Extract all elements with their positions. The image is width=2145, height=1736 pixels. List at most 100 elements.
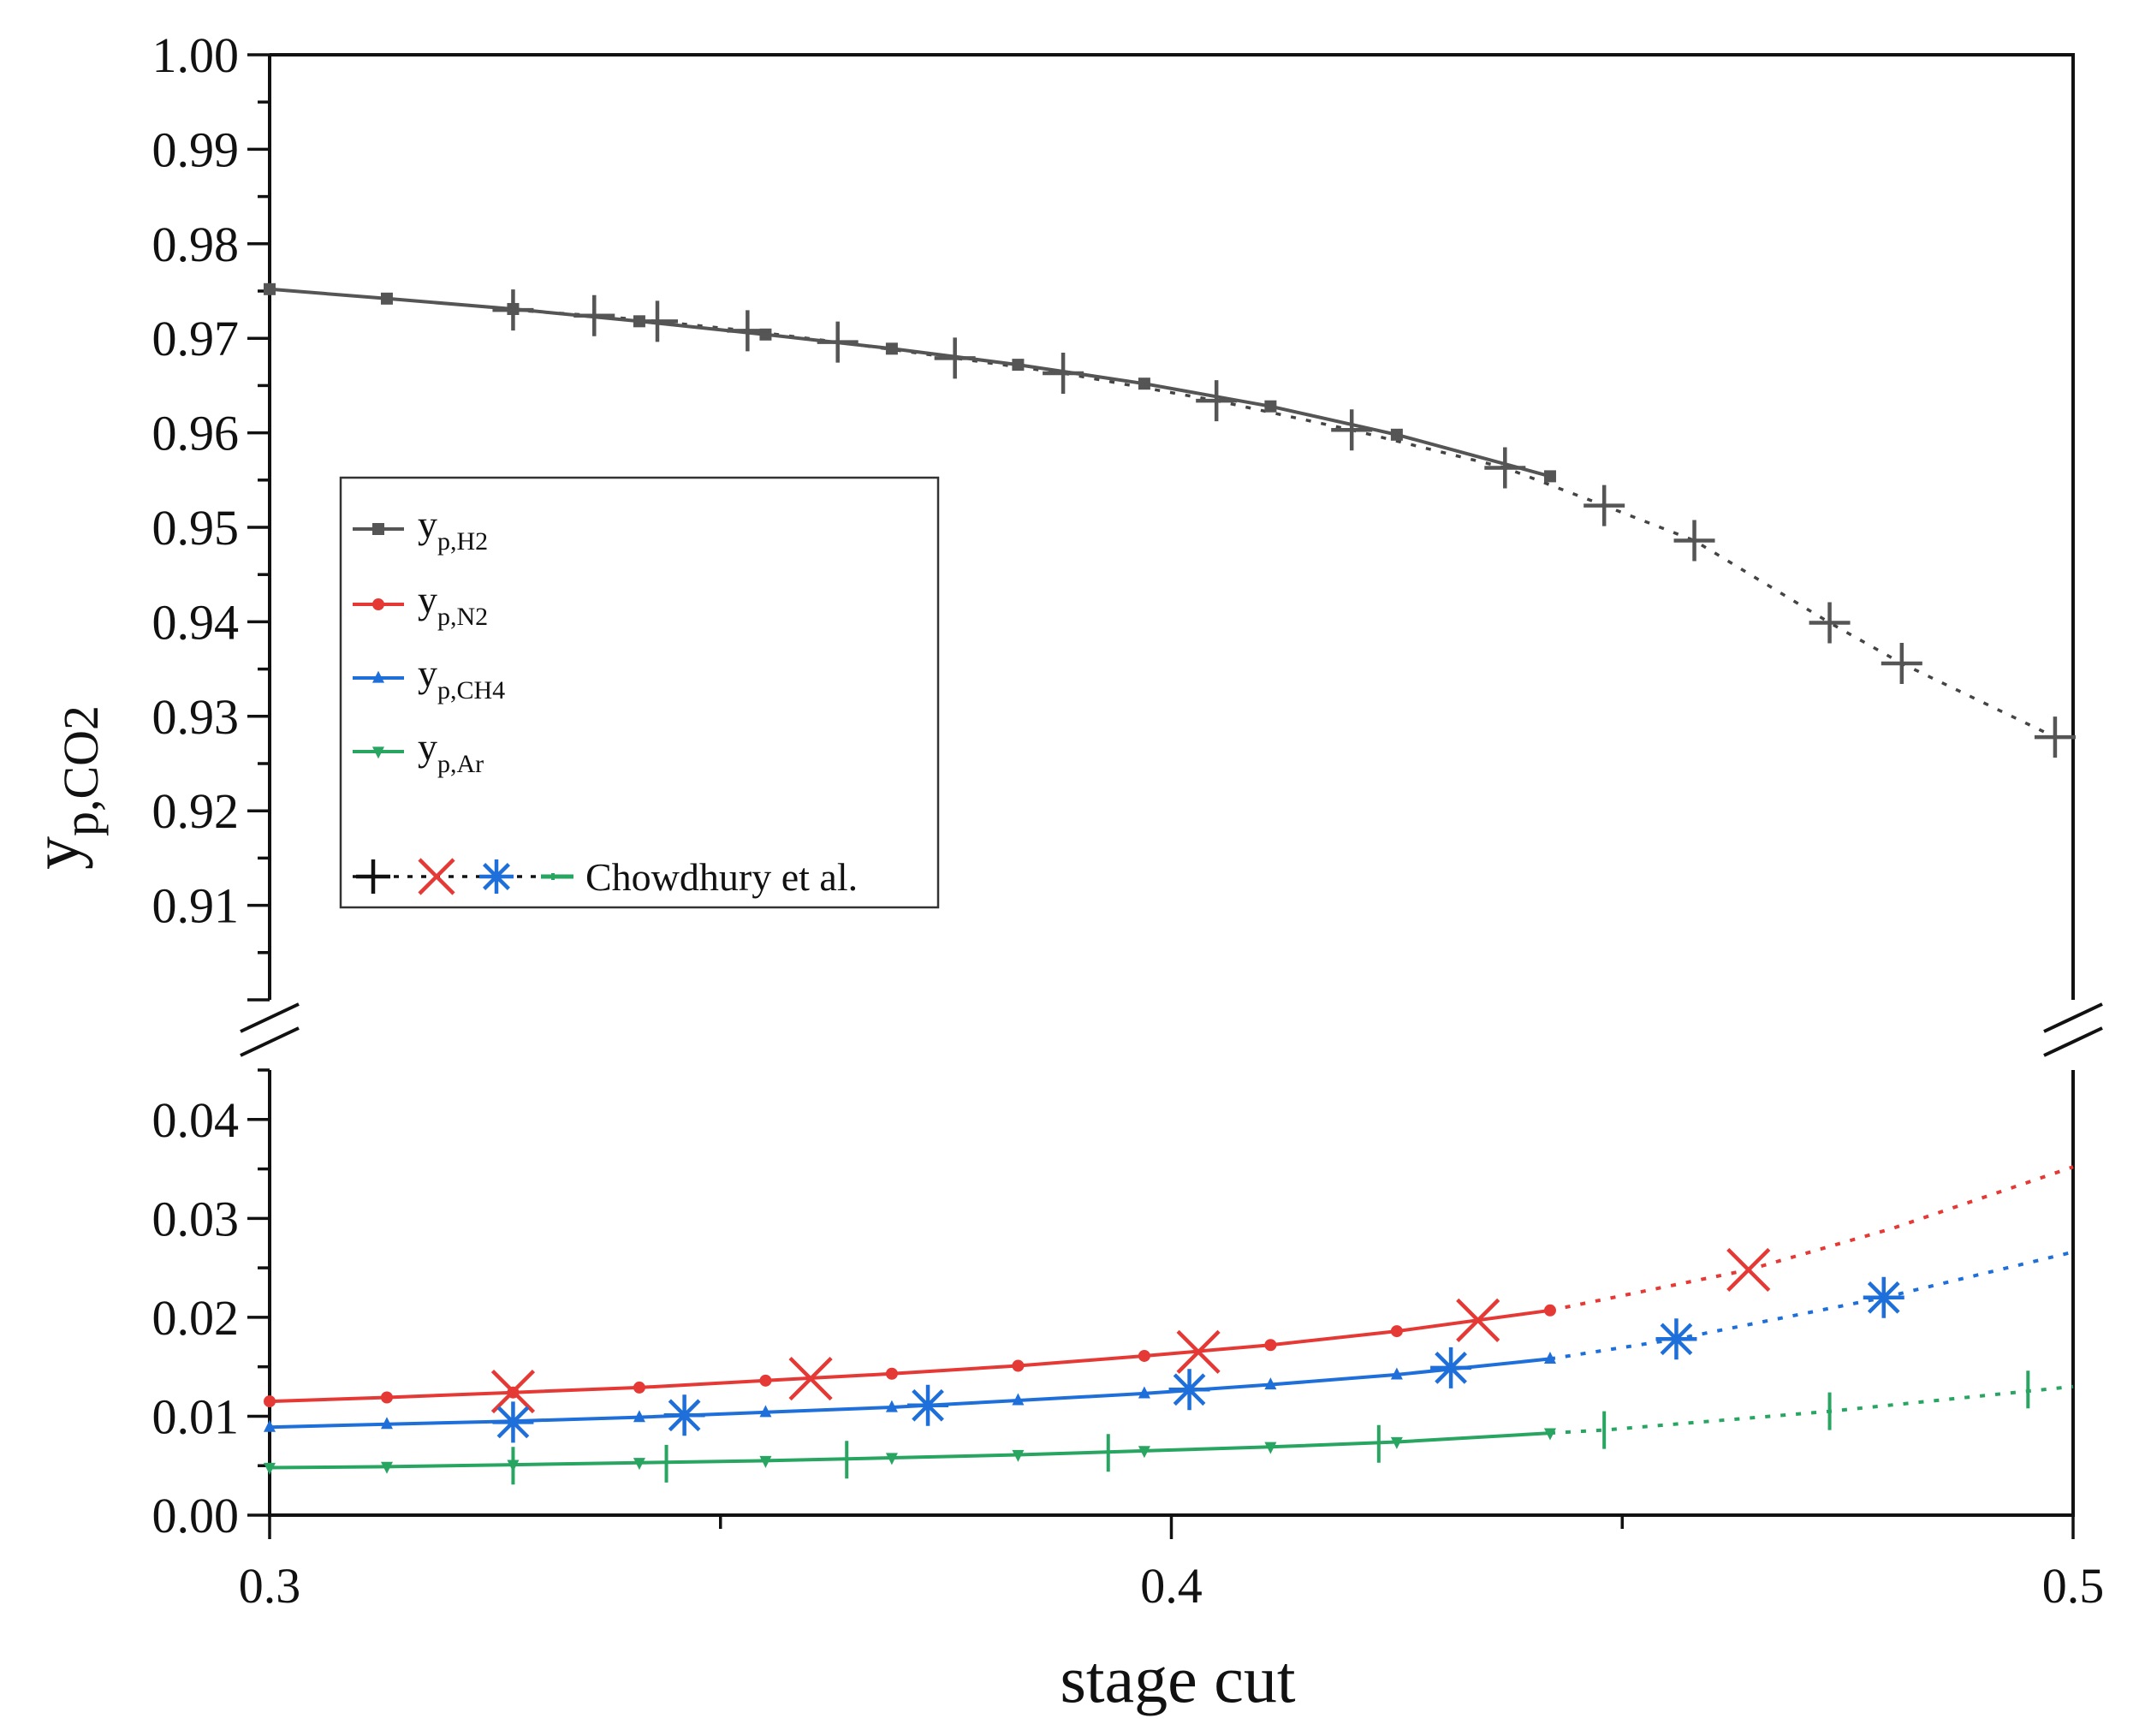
data-point-ch4 [264, 1419, 276, 1432]
reference-point-ch4 [492, 1401, 534, 1443]
x-tick-label: 0.5 [2042, 1558, 2105, 1614]
data-point-ar [1138, 1446, 1150, 1459]
legend-label-sub: p,CH4 [437, 676, 505, 705]
legend-label-reference: Chowdhury et al. [585, 855, 858, 899]
data-point-n2 [264, 1395, 276, 1408]
data-point-ch4 [1138, 1386, 1150, 1399]
legend-label-sub: p,Ar [437, 750, 484, 778]
y-tick-label: 0.03 [152, 1191, 240, 1246]
data-point-n2 [633, 1381, 645, 1394]
reference-point-n2 [1176, 1329, 1221, 1374]
data-point-ar [1264, 1442, 1277, 1454]
data-point-ch4 [1264, 1377, 1277, 1390]
legend-box [339, 476, 940, 909]
legend-label-sub: p,H2 [437, 527, 488, 556]
reference-point-h2 [727, 310, 769, 352]
y-tick-label: 0.91 [152, 878, 240, 934]
data-point-n2 [380, 1391, 393, 1404]
reference-point-ch4 [1863, 1276, 1904, 1318]
y-tick-label: 0.97 [152, 311, 240, 366]
reference-point-ch4 [663, 1394, 705, 1436]
data-point-ch4 [759, 1405, 772, 1418]
axis-break-mark [2043, 1026, 2103, 1057]
data-point-h2 [1543, 470, 1556, 483]
data-point-ch4 [1543, 1352, 1556, 1364]
data-point-ar [759, 1455, 772, 1468]
reference-point-h2 [1196, 380, 1238, 422]
data-point-n2 [1138, 1349, 1150, 1362]
y-axis-title: yp,CO2 [19, 705, 109, 870]
legend-label-n2: yp,N2 [418, 578, 488, 631]
reference-point-ch4 [1655, 1318, 1697, 1360]
data-point-ch4 [1012, 1393, 1025, 1406]
reference-point-h2 [1809, 602, 1851, 644]
reference-point-n2 [1726, 1247, 1771, 1293]
legend-label-ar: yp,Ar [418, 725, 484, 778]
y-tick-label: 1.00 [152, 27, 240, 83]
legend-reference-marker [479, 859, 514, 894]
reference-point-h2 [1484, 447, 1526, 489]
data-point-ar [1543, 1428, 1556, 1441]
data-point-h2 [380, 292, 393, 305]
reference-point-h2 [492, 289, 534, 331]
data-point-ar [1390, 1436, 1403, 1449]
legend-label-main: y [418, 651, 437, 695]
y-tick-label: 0.92 [152, 783, 240, 839]
data-point-ar [380, 1461, 393, 1474]
data-point-ar [264, 1462, 276, 1475]
data-point-h2 [1390, 428, 1403, 441]
data-point-n2 [885, 1367, 898, 1380]
x-axis: 0.3 0.4 0.5 [239, 1515, 2105, 1614]
reference-point-h2 [1881, 642, 1922, 684]
data-point-n2 [1543, 1304, 1556, 1317]
data-point-ch4 [633, 1410, 645, 1423]
reference-point-h2 [934, 337, 976, 379]
data-point-n2 [1264, 1339, 1277, 1352]
data-point-ar [633, 1458, 645, 1471]
x-axis-title: stage cut [1060, 1642, 1295, 1716]
y-axis: 0.91 0.92 0.93 0.94 0.95 0.96 0.97 0.98 0.99 1.00… [152, 27, 270, 1543]
reference-point-h2 [2034, 716, 2076, 758]
reference-dotted-line-n2 [1549, 1165, 2074, 1312]
data-point-n2 [759, 1374, 772, 1387]
reference-dotted-line-ar [1549, 1384, 2074, 1436]
reference-point-h2 [1331, 409, 1373, 451]
y-tick-label: 0.93 [152, 689, 240, 745]
data-point-ch4 [380, 1417, 393, 1430]
reference-point-ch4 [907, 1384, 949, 1426]
reference-point-h2 [573, 294, 615, 336]
reference-point-n2 [490, 1369, 536, 1414]
data-point-n2 [1012, 1359, 1025, 1372]
data-point-h2 [264, 282, 276, 295]
y-tick-label: 0.00 [152, 1488, 240, 1543]
reference-point-h2 [637, 300, 679, 342]
legend-marker-ch4 [372, 670, 384, 683]
y-tick-label: 0.98 [152, 217, 240, 272]
reference-point-ch4 [1168, 1369, 1210, 1411]
x-tick-label: 0.3 [239, 1558, 301, 1614]
reference-dotted-line-ch4 [1549, 1250, 2074, 1361]
legend-label-h2: yp,H2 [418, 502, 488, 556]
y-tick-label: 0.94 [152, 594, 240, 650]
legend-reference-marker [418, 858, 455, 895]
legend-label-main: y [418, 502, 437, 546]
legend-label-main: y [418, 578, 437, 621]
series-line-ar [269, 1431, 1551, 1470]
data-point-h2 [1138, 378, 1150, 390]
legend-label-main: y [418, 725, 437, 769]
series-layer [264, 282, 2076, 1485]
y-tick-label: 0.96 [152, 406, 240, 461]
data-point-h2 [1264, 400, 1277, 413]
reference-point-ch4 [1430, 1347, 1472, 1388]
upper-frame [270, 53, 2075, 1000]
svg-text:yp,CO2: yp,CO2 [19, 705, 109, 870]
legend-label-ch4: yp,CH4 [418, 651, 505, 705]
legend-label-sub: p,N2 [437, 603, 488, 631]
y-tick-label: 0.02 [152, 1290, 240, 1346]
legend-reference-marker [356, 859, 390, 894]
y-axis-title-sub: p,CO2 [53, 705, 109, 836]
reference-point-n2 [1456, 1298, 1500, 1342]
reference-point-h2 [1583, 485, 1625, 526]
data-point-n2 [1390, 1325, 1403, 1338]
